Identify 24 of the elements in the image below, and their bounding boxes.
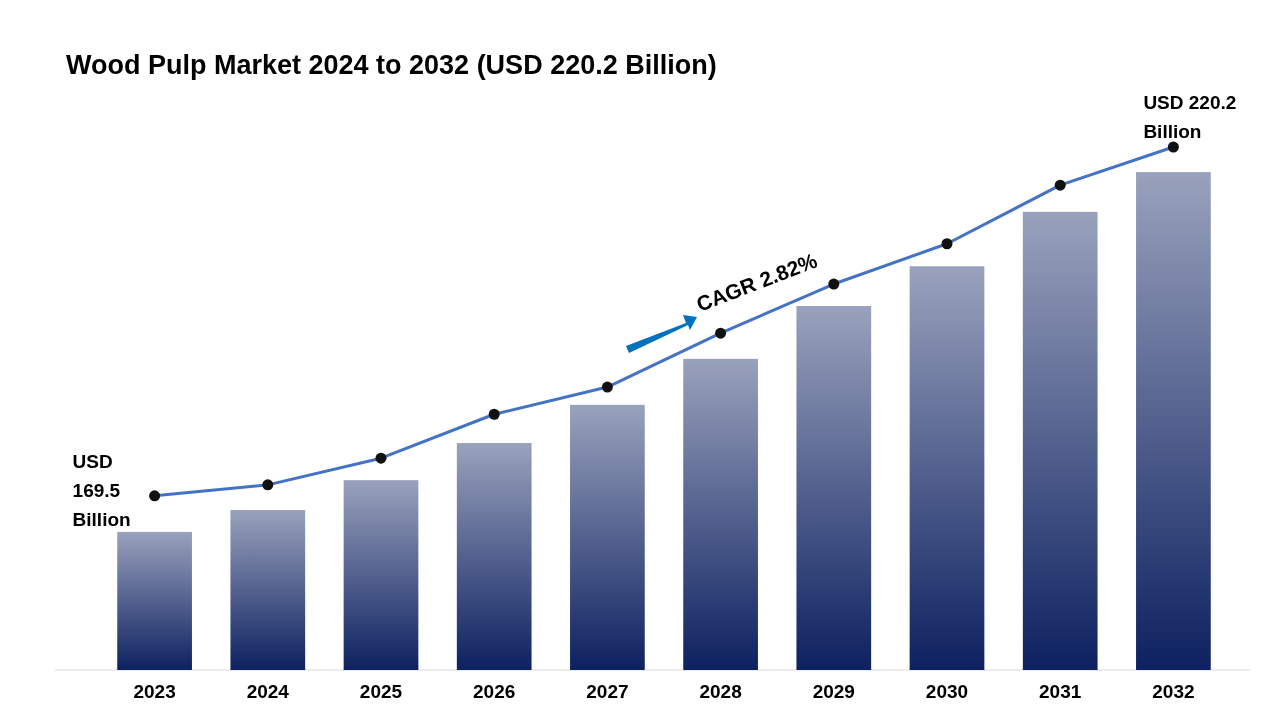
x-tick-label: 2031 <box>1039 681 1082 702</box>
x-tick-label: 2029 <box>812 681 855 702</box>
x-tick-label: 2028 <box>699 681 742 702</box>
annotation: USD 220.2 Billion <box>1143 92 1237 142</box>
bar <box>909 266 985 670</box>
bar <box>796 305 872 670</box>
x-tick-label: 2030 <box>925 681 969 702</box>
x-tick-label: 2025 <box>359 681 403 702</box>
bar <box>343 480 419 670</box>
x-tick-label: 2024 <box>246 681 290 702</box>
annotation: USD 169.5 Billion <box>72 450 131 530</box>
bar <box>1022 211 1098 670</box>
bar <box>117 531 192 670</box>
x-tick-label: 2027 <box>586 681 629 702</box>
bar <box>683 358 758 670</box>
chart-title: Wood Pulp Market 2024 to 2032 (USD 220.2 Billion) <box>66 50 717 80</box>
bar <box>570 404 645 670</box>
bar <box>456 443 532 670</box>
x-tick-label: 2032 <box>1152 681 1195 702</box>
x-tick-label: 2026 <box>473 681 516 702</box>
annotation: CAGR 2.82% <box>693 248 821 316</box>
bar <box>1136 172 1211 670</box>
bar <box>230 509 306 670</box>
x-tick-label: 2023 <box>133 681 176 702</box>
